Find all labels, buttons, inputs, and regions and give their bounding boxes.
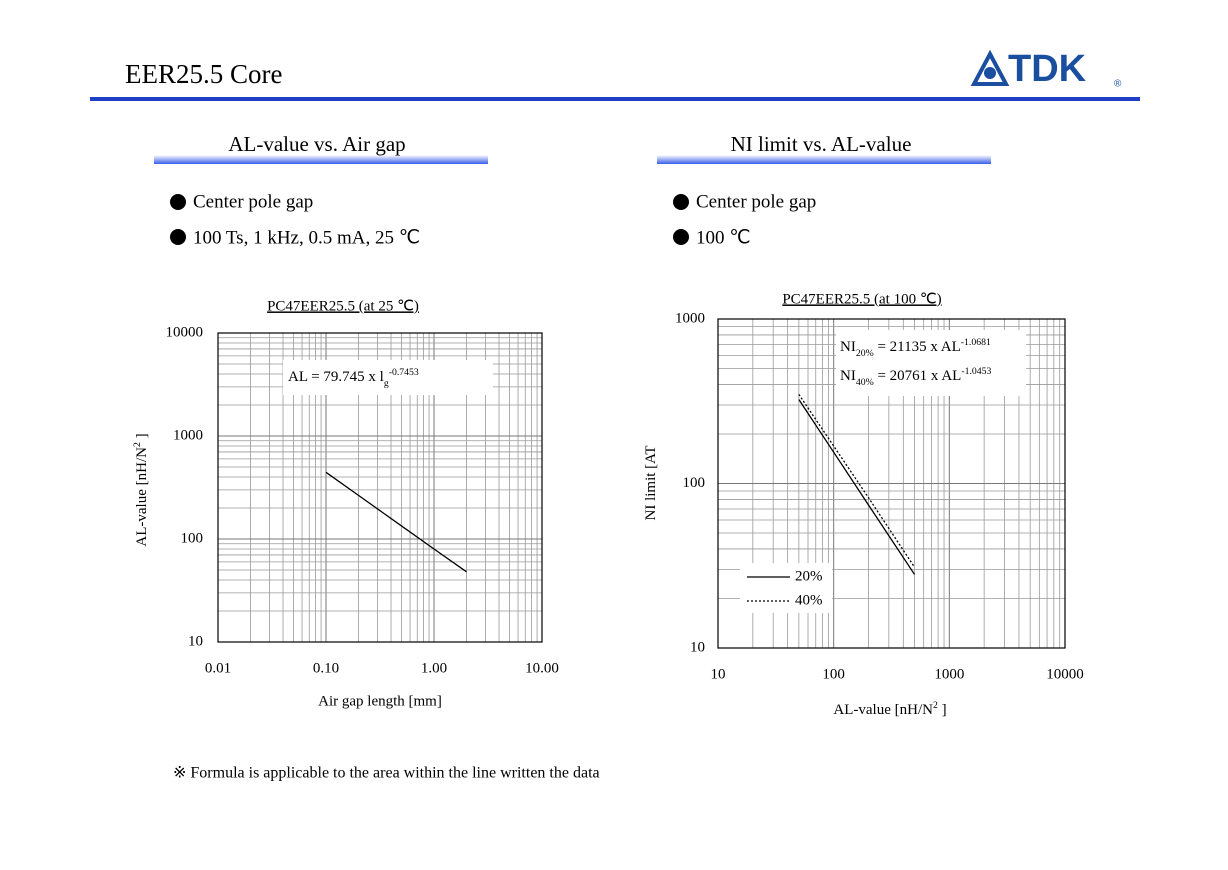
- y-axis-label: AL-value [nH/N2 ]: [132, 433, 151, 546]
- data-line: [325, 471, 467, 573]
- y-tick-label: 100: [181, 530, 204, 546]
- annotation-part: -1.0681: [961, 337, 991, 348]
- logo-text: TDK: [1008, 48, 1087, 90]
- y-tick-label: 1000: [675, 310, 705, 326]
- panel-heading: NI limit vs. AL-value: [731, 132, 912, 156]
- chart-title: PC47EER25.5 (at 25 ℃): [267, 298, 419, 314]
- x-tick-label: 0.10: [313, 660, 339, 676]
- x-tick-label: 10: [711, 666, 726, 682]
- y-tick-label: 1000: [173, 427, 203, 443]
- legend-box: [740, 563, 832, 613]
- bullet: [673, 229, 689, 245]
- x-tick-label: 1.00: [421, 660, 447, 676]
- x-tick-label: 100: [822, 666, 845, 682]
- data-line: [798, 394, 916, 568]
- data-line: [798, 399, 916, 575]
- annotation-box: [283, 360, 493, 395]
- x-axis-label: Air gap length [mm]: [318, 693, 442, 709]
- y-axis-label: NI limit [AT: [643, 446, 659, 521]
- annotation: NI20% = 21135 x AL-1.0681: [840, 337, 991, 359]
- x-axis-label-part: ]: [938, 702, 947, 718]
- annotation-box: [836, 330, 1026, 396]
- annotation-part: g: [384, 378, 389, 389]
- x-axis-label: AL-value [nH/N2 ]: [833, 700, 946, 719]
- bullet-text: 100 ℃: [696, 227, 751, 248]
- annotation-part: = 21135 x AL: [874, 339, 961, 355]
- logo-symbol: [970, 49, 1010, 86]
- logo-mark: ®: [1114, 79, 1122, 90]
- chart-title: PC47EER25.5 (at 100 ℃): [782, 291, 941, 307]
- y-axis-label-part: ]: [134, 433, 150, 442]
- x-tick-label: 0.01: [205, 660, 231, 676]
- logo: TDK ®: [970, 48, 1122, 90]
- y-tick-label: 10: [690, 639, 705, 655]
- title-rule: [90, 97, 1140, 101]
- page-title: EER25.5 Core: [125, 59, 282, 89]
- y-axis-label-part: NI limit [AT: [643, 446, 659, 521]
- y-axis-label-part: AL-value [nH/N: [134, 447, 150, 547]
- bullet-text: Center pole gap: [696, 191, 816, 212]
- annotation: AL = 79.745 x lg-0.7453: [288, 367, 419, 389]
- annotation-part: 40%: [856, 377, 874, 388]
- annotation-part: = 20761 x AL: [874, 368, 962, 384]
- annotation: NI40% = 20761 x AL-1.0453: [840, 366, 992, 388]
- y-axis-label-part: 2: [132, 442, 143, 447]
- bullet-text: Center pole gap: [193, 191, 313, 212]
- x-tick-label: 1000: [934, 666, 964, 682]
- annotation-part: NI: [840, 339, 856, 355]
- legend-label: 20%: [795, 568, 823, 584]
- bullet: [673, 194, 689, 210]
- footnote: ※ Formula is applicable to the area with…: [173, 765, 600, 782]
- annotation-part: -0.7453: [389, 367, 419, 378]
- logo-symbol: [984, 67, 996, 79]
- x-tick-label: 10000: [1046, 666, 1084, 682]
- annotation-part: NI: [840, 368, 856, 384]
- legend-label: 40%: [795, 592, 823, 608]
- panel-heading: AL-value vs. Air gap: [228, 132, 405, 156]
- y-tick-label: 10: [188, 633, 203, 649]
- heading-bar: [657, 155, 991, 164]
- x-axis-label-part: AL-value [nH/N: [833, 702, 933, 718]
- bullet-text: 100 Ts, 1 kHz, 0.5 mA, 25 ℃: [193, 227, 420, 248]
- annotation-part: -1.0453: [961, 366, 991, 377]
- y-tick-label: 100: [683, 475, 706, 491]
- bullet: [170, 194, 186, 210]
- plot-frame: [217, 332, 543, 643]
- x-axis-label-part: 2: [933, 700, 938, 711]
- x-tick-label: 10.00: [525, 660, 559, 676]
- heading-bar: [154, 155, 488, 164]
- bullet: [170, 229, 186, 245]
- annotation-part: 20%: [856, 348, 874, 359]
- plot-frame: [717, 318, 1066, 649]
- y-tick-label: 10000: [166, 324, 204, 340]
- annotation-part: AL = 79.745 x l: [288, 369, 384, 385]
